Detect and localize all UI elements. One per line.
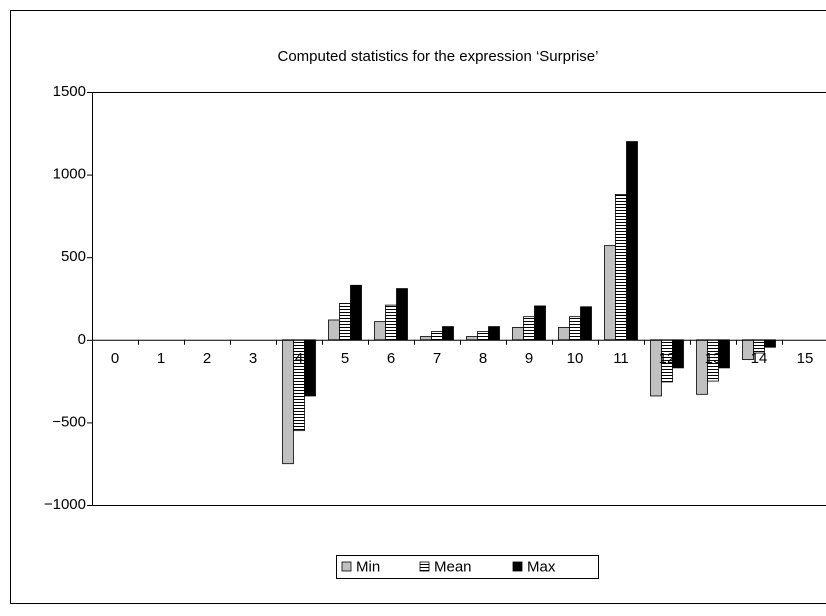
bar bbox=[523, 316, 535, 341]
x-tick-label: 12 bbox=[659, 350, 676, 367]
x-tick-label: 6 bbox=[387, 350, 395, 367]
bar bbox=[282, 339, 294, 465]
bar bbox=[304, 339, 316, 397]
y-tick-label: −500 bbox=[52, 413, 86, 430]
bar bbox=[696, 339, 708, 395]
bar bbox=[328, 319, 340, 341]
bar bbox=[374, 321, 386, 341]
y-tick-label: 0 bbox=[78, 331, 86, 348]
bar bbox=[512, 327, 524, 341]
bar bbox=[477, 331, 489, 341]
bar bbox=[420, 336, 432, 341]
legend-label: Min bbox=[356, 558, 380, 575]
x-tick-label: 0 bbox=[111, 350, 119, 367]
x-tick-label: 14 bbox=[751, 350, 768, 367]
legend-swatch bbox=[512, 561, 523, 572]
bar bbox=[615, 194, 627, 341]
legend-label: Max bbox=[527, 558, 556, 575]
bar bbox=[488, 326, 500, 341]
x-tick-label: 13 bbox=[705, 350, 722, 367]
y-tick-label: 1500 bbox=[53, 83, 86, 100]
x-tick-label: 5 bbox=[341, 350, 349, 367]
y-tick-label: −1000 bbox=[44, 496, 86, 513]
x-tick-label: 11 bbox=[613, 350, 629, 367]
x-tick-label: 15 bbox=[797, 350, 814, 367]
x-tick-label: 2 bbox=[203, 350, 211, 367]
x-tick-label: 3 bbox=[249, 350, 257, 367]
chart-frame bbox=[10, 10, 826, 604]
bar bbox=[558, 327, 570, 341]
x-tick-label: 1 bbox=[157, 350, 165, 367]
bar bbox=[626, 141, 638, 341]
legend-label: Mean bbox=[434, 558, 472, 575]
y-tick-label: 1000 bbox=[53, 166, 86, 183]
x-tick-label: 4 bbox=[295, 350, 303, 367]
x-tick-label: 7 bbox=[433, 350, 441, 367]
bar bbox=[339, 303, 351, 341]
x-tick-label: 10 bbox=[567, 350, 584, 367]
bar bbox=[431, 331, 443, 341]
bar bbox=[604, 245, 616, 341]
bar bbox=[466, 336, 478, 341]
legend-swatch bbox=[419, 561, 430, 572]
bar bbox=[396, 288, 408, 341]
x-tick-label: 8 bbox=[479, 350, 487, 367]
bar bbox=[442, 326, 454, 341]
legend-box bbox=[336, 555, 599, 579]
bar bbox=[350, 284, 362, 341]
y-tick-label: 500 bbox=[61, 248, 86, 265]
x-tick-label: 9 bbox=[525, 350, 533, 367]
bar bbox=[580, 306, 592, 341]
chart-title: Computed statistics for the expression ‘… bbox=[278, 48, 599, 65]
bar bbox=[534, 305, 546, 341]
bar bbox=[569, 316, 581, 341]
bar bbox=[764, 339, 776, 348]
bar bbox=[385, 304, 397, 341]
legend-swatch bbox=[341, 561, 352, 572]
bar bbox=[650, 339, 662, 397]
